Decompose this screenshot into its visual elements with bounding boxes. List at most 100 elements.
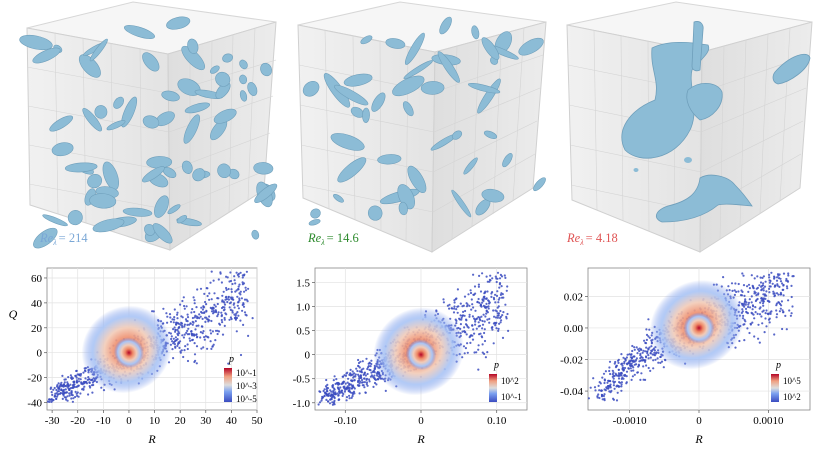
vortex-tube: [89, 38, 108, 62]
data-point: [216, 302, 219, 306]
data-point: [442, 298, 445, 301]
data-point: [357, 365, 360, 368]
data-point: [371, 375, 374, 378]
data-point: [500, 319, 503, 322]
data-point: [763, 331, 766, 334]
data-point: [464, 309, 467, 313]
data-point: [202, 330, 205, 333]
data-point: [612, 380, 615, 383]
data-point: [242, 305, 246, 308]
data-point: [769, 285, 772, 288]
data-point: [497, 329, 500, 332]
data-point: [446, 304, 449, 307]
data-point: [357, 379, 360, 383]
data-point: [662, 366, 665, 369]
data-point: [477, 316, 480, 319]
data-point: [65, 391, 68, 394]
data-point: [63, 381, 66, 384]
data-point: [181, 326, 184, 329]
data-point: [206, 347, 209, 350]
data-point: [484, 356, 487, 359]
data-point: [51, 393, 54, 396]
data-point: [358, 392, 361, 395]
data-point: [494, 301, 497, 304]
data-point: [66, 399, 69, 402]
data-point: [769, 311, 772, 314]
data-point: [61, 374, 64, 377]
vortex-tube: [260, 62, 272, 77]
data-point: [211, 330, 214, 333]
data-point: [74, 390, 77, 393]
data-point: [238, 297, 241, 300]
data-point: [243, 298, 247, 301]
data-point: [357, 375, 361, 378]
data-point: [760, 297, 763, 300]
x-tick-label: -10: [96, 415, 111, 427]
data-point: [227, 298, 230, 301]
data-point: [656, 357, 659, 360]
data-point: [609, 383, 612, 386]
data-point: [477, 321, 480, 324]
data-point: [744, 303, 747, 306]
data-point: [76, 391, 79, 394]
vortex-tube: [360, 35, 373, 45]
data-point: [625, 375, 628, 378]
data-point: [604, 370, 608, 373]
data-point: [603, 393, 606, 396]
data-point: [645, 364, 648, 367]
data-point: [73, 380, 76, 383]
data-point: [617, 358, 620, 361]
data-point: [70, 397, 73, 400]
legend-label: 10^-5: [236, 394, 257, 404]
data-point: [493, 321, 496, 324]
data-point: [746, 285, 749, 288]
data-point: [193, 316, 196, 319]
data-point: [642, 358, 645, 361]
data-point: [238, 299, 241, 302]
data-point: [88, 385, 91, 388]
data-point: [198, 313, 201, 316]
data-point: [195, 362, 198, 365]
data-point: [64, 385, 67, 388]
vortex-tube: [161, 90, 180, 102]
data-point: [762, 275, 766, 278]
data-point: [233, 306, 236, 309]
data-point: [761, 284, 765, 287]
data-point: [235, 312, 238, 315]
data-point: [748, 298, 751, 301]
data-point: [216, 315, 219, 318]
x-tick-label: -20: [70, 415, 85, 427]
data-point: [734, 282, 737, 285]
data-point: [244, 289, 248, 292]
data-point: [241, 309, 244, 312]
data-point: [637, 363, 641, 366]
vortex-tube: [176, 215, 188, 224]
data-point: [659, 361, 662, 364]
data-point: [165, 312, 168, 315]
data-point: [234, 316, 237, 319]
data-point: [241, 276, 244, 279]
data-point: [199, 331, 202, 334]
data-point: [636, 371, 640, 374]
data-point: [778, 285, 781, 288]
data-point: [177, 322, 180, 325]
data-point: [657, 361, 660, 364]
vortex-tube: [502, 153, 513, 168]
data-point: [614, 360, 617, 364]
data-point: [345, 396, 349, 399]
data-point: [758, 284, 761, 287]
data-point: [623, 360, 626, 363]
data-point: [785, 285, 789, 288]
data-point: [333, 375, 336, 378]
data-point: [471, 324, 474, 327]
data-point: [76, 385, 79, 388]
data-point: [363, 377, 366, 380]
data-point: [760, 285, 763, 288]
vortex-tube: [42, 214, 68, 227]
data-point: [751, 304, 755, 307]
data-point: [641, 351, 644, 354]
data-point: [733, 289, 736, 292]
data-point: [791, 305, 794, 308]
data-point: [225, 288, 228, 291]
data-point: [355, 367, 358, 370]
